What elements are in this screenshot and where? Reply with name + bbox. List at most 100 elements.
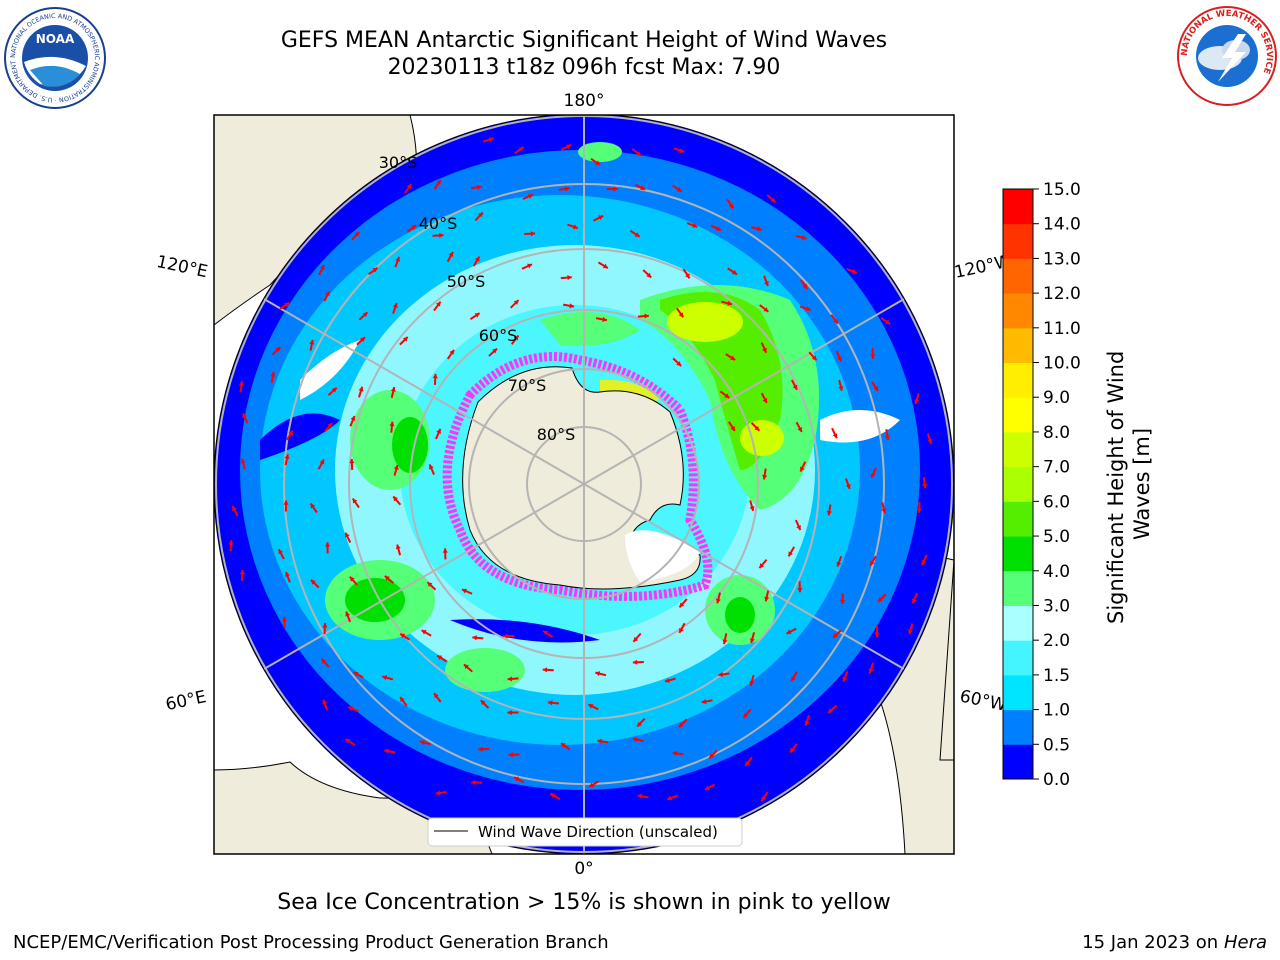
wave-direction-arrow	[795, 421, 803, 433]
wave-direction-arrow	[480, 699, 490, 709]
colorbar-segment	[1003, 466, 1033, 502]
wave-direction-arrow	[606, 186, 618, 192]
wave-direction-arrow	[726, 198, 735, 210]
colorbar-tick-label: 9.0	[1043, 388, 1070, 408]
wave-direction-arrow	[678, 598, 688, 608]
wave-direction-arrow	[446, 251, 454, 263]
wave-direction-arrow	[786, 627, 797, 635]
wave-direction-arrow	[317, 459, 325, 470]
colorbar-tick-label: 14.0	[1043, 215, 1081, 235]
lon-label-60w: 60°W	[958, 686, 1008, 715]
colorbar-segment	[1003, 431, 1033, 468]
wave-direction-arrow	[808, 351, 818, 362]
wave-direction-arrow	[831, 427, 838, 439]
wave-direction-arrow	[827, 705, 838, 714]
wave-direction-arrow	[271, 346, 282, 356]
title-line-1: GEFS MEAN Antarctic Significant Height o…	[280, 28, 888, 53]
wave-direction-arrow	[916, 501, 922, 513]
wave-direction-arrow	[461, 588, 473, 595]
wave-direction-arrow	[285, 571, 291, 583]
wave-direction-arrow	[521, 263, 533, 270]
wave-direction-arrow	[549, 792, 561, 800]
wave-direction-arrow	[446, 349, 455, 360]
colorbar-segment	[1003, 327, 1033, 364]
wave-direction-arrow	[636, 717, 646, 728]
wave-direction-arrow	[239, 569, 245, 581]
wave-direction-arrow	[238, 381, 244, 393]
wave-direction-arrow	[324, 422, 333, 433]
wave-direction-arrow	[642, 269, 652, 279]
svg-text:Wind Wave Direction (unscaled): Wind Wave Direction (unscaled)	[478, 823, 718, 841]
wave-direction-arrow	[560, 742, 571, 751]
wave-direction-arrow	[632, 659, 644, 665]
colorbar: 0.0 0.5 1.0 1.5 2.0 3.0 4.0 5.0 6.0 7.0 8.0 9.0 10.0…	[1002, 180, 1154, 790]
wave-direction-arrow	[562, 303, 575, 309]
wave-direction-arrow	[426, 581, 437, 591]
wave-direction-arrow	[871, 381, 879, 392]
colorbar-segment	[1003, 536, 1033, 572]
wave-direction-arrow	[507, 709, 519, 716]
wave-direction-arrow	[922, 477, 928, 489]
wave-direction-arrow	[884, 429, 890, 441]
wave-direction-arrow	[347, 706, 359, 713]
wave-direction-arrow	[794, 519, 802, 531]
wave-direction-arrow	[719, 390, 730, 399]
wave-direction-arrow	[595, 671, 607, 677]
wave-direction-arrow	[345, 611, 352, 623]
colorbar-tick-label: 8.0	[1043, 423, 1070, 443]
footer-right: 15 Jan 2023 on Hera	[1082, 932, 1267, 953]
wave-direction-arrow	[242, 412, 249, 424]
wave-direction-arrow	[631, 148, 642, 157]
wave-direction-arrow	[356, 336, 366, 346]
wave-direction-arrow	[634, 183, 646, 191]
wave-direction-arrow	[676, 307, 685, 318]
wave-direction-arrow	[392, 495, 402, 506]
lat-label-70s: 70°S	[508, 376, 547, 395]
wave-direction-arrow	[708, 749, 718, 759]
colorbar-tick-label: 0.5	[1043, 735, 1070, 755]
south-america-land-top	[939, 559, 954, 761]
colorbar-segment	[1003, 709, 1033, 745]
wave-direction-arrow	[353, 671, 364, 679]
map-frame	[213, 114, 955, 855]
wave-direction-arrow	[836, 555, 843, 567]
wave-direction-arrow	[309, 339, 315, 351]
lon-label-120e: 120°E	[155, 252, 210, 282]
wave-direction-arrow	[762, 468, 768, 480]
wave-direction-arrow	[678, 718, 688, 729]
wave-direction-arrow	[672, 184, 683, 193]
colorbar-segment	[1003, 744, 1033, 780]
colorbar-segment	[1003, 674, 1033, 711]
wave-direction-arrow	[419, 740, 431, 746]
wave-direction-arrow	[760, 392, 768, 404]
colorbar-tick-label: 15.0	[1043, 180, 1081, 200]
wave-direction-arrow	[877, 593, 887, 603]
wave-direction-arrow	[436, 654, 448, 663]
wave-direction-arrow	[432, 232, 444, 238]
wave-direction-arrow	[587, 703, 599, 711]
map: 30°S 40°S 50°S 60°S 70°S 80°S Wind Wave …	[214, 115, 954, 854]
wave-direction-arrow	[637, 793, 649, 799]
wave-direction-arrow	[742, 708, 752, 719]
wave-direction-arrow	[358, 311, 369, 321]
lon-label-0: 0°	[574, 859, 593, 879]
wave-direction-arrow	[435, 790, 447, 796]
colorbar-tick-label: 1.5	[1043, 666, 1070, 686]
wave-direction-arrow	[666, 794, 678, 801]
wave-direction-arrow	[560, 275, 572, 281]
wave-direction-arrow	[567, 223, 579, 230]
wave-direction-arrow	[503, 633, 515, 639]
wave-direction-arrow	[399, 632, 411, 641]
wave-direction-arrow	[558, 186, 570, 192]
wave-direction-arrow	[327, 387, 338, 396]
wave-direction-arrow	[749, 500, 755, 512]
wave-direction-arrow	[309, 502, 318, 514]
wave-direction-arrow	[474, 211, 484, 222]
wave-direction-arrow	[749, 632, 756, 644]
lat-label-60s: 60°S	[479, 326, 518, 345]
wave-direction-arrow	[789, 743, 798, 754]
wave-direction-arrow	[795, 234, 807, 241]
lat-label-50s: 50°S	[447, 272, 486, 291]
wave-direction-arrow	[240, 458, 246, 470]
wave-direction-arrow	[358, 386, 364, 398]
